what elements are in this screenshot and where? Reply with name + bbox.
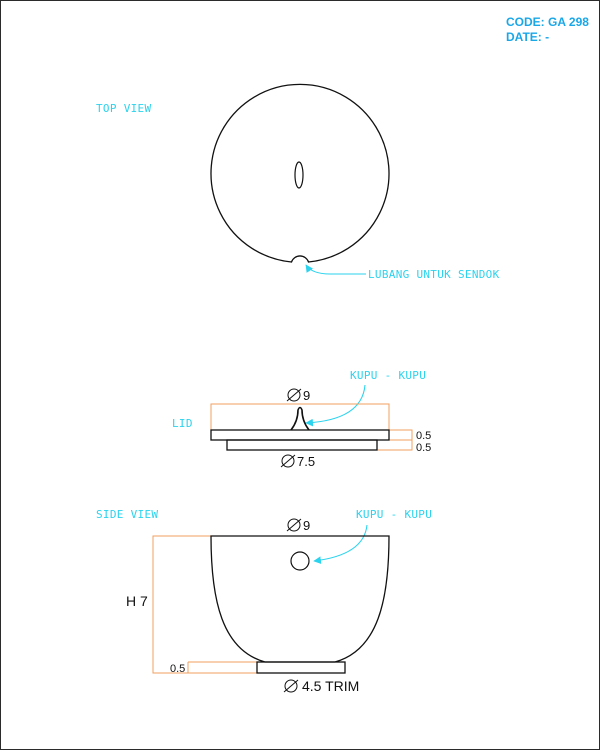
side-knob-note: KUPU - KUPU: [356, 508, 432, 521]
spoon-notch-note: LUBANG UNTUK SENDOK: [368, 268, 500, 281]
base-diameter: 4.5 TRIM: [283, 678, 359, 694]
lid-top-diameter-value: 9: [303, 388, 310, 403]
side-view-label: SIDE VIEW: [96, 508, 158, 521]
bowl-height: H 7: [126, 593, 148, 609]
bowl-side-knob: [290, 551, 310, 571]
top-view-label: TOP VIEW: [96, 102, 151, 115]
side-knob-leader: [313, 524, 368, 564]
lid-dimension-lines: [210, 403, 413, 451]
top-view-lid-outline: [210, 83, 390, 263]
code-label: CODE: GA 298: [506, 15, 589, 29]
lid-bottom-diameter-value: 7.5: [297, 454, 315, 469]
base-thickness: 0.5: [170, 663, 185, 675]
bowl-body: [210, 535, 390, 674]
side-top-diameter-value: 9: [303, 518, 310, 533]
lid-knob-leader: [305, 384, 366, 427]
top-view-knob-slot: [294, 161, 304, 189]
lid-thickness-1: 0.5: [416, 430, 431, 442]
base-diameter-value: 4.5 TRIM: [302, 678, 359, 694]
spoon-notch-leader: [305, 264, 366, 275]
lid-knob-note: KUPU - KUPU: [350, 369, 426, 382]
lid-top-diameter: 9: [286, 388, 310, 403]
lid-thickness-2: 0.5: [416, 442, 431, 454]
lid-body: [210, 406, 390, 451]
lid-label: LID: [172, 417, 193, 430]
date-label: DATE: -: [506, 30, 549, 44]
lid-bottom-diameter: 7.5: [280, 454, 315, 469]
side-dimension-lines: [152, 535, 257, 674]
side-top-diameter: 9: [286, 518, 310, 533]
